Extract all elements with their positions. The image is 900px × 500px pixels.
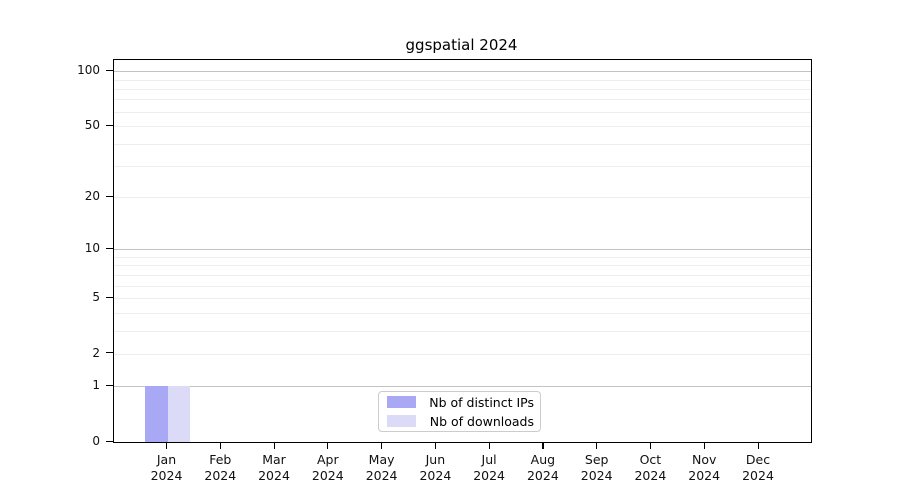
x-axis-tick-label: Dec 2024 [742, 452, 774, 483]
gridline-minor [114, 274, 811, 276]
y-axis-tick-label: 0 [92, 434, 100, 448]
x-axis-tick-label: Apr 2024 [311, 452, 344, 483]
x-axis-tick-label: Mar 2024 [258, 452, 290, 483]
x-axis-tick-label: Aug 2024 [526, 452, 559, 483]
y-axis-tick [106, 247, 113, 249]
legend-label-distinct-ips: Nb of distinct IPs [429, 394, 534, 410]
legend-row-downloads: Nb of downloads [385, 413, 534, 429]
x-axis-tick [327, 442, 329, 449]
x-axis-tick-label: Jan 2024 [150, 452, 183, 483]
gridline-minor [114, 285, 811, 287]
gridline-minor [114, 111, 811, 113]
y-axis-tick [106, 352, 113, 354]
x-axis-tick-label: Sep 2024 [580, 452, 613, 483]
y-axis-tick [106, 384, 113, 386]
gridline-minor [114, 257, 811, 258]
bar-distinct-ips [145, 386, 168, 442]
x-axis-tick-label: Nov 2024 [688, 452, 721, 483]
y-axis-tick-label: 5 [92, 290, 100, 304]
y-axis-tick-label: 100 [77, 63, 100, 78]
x-axis-tick-label: Feb 2024 [204, 452, 237, 483]
gridline-minor [114, 265, 811, 267]
x-axis-tick [166, 442, 168, 449]
gridline-minor [114, 88, 811, 90]
chart-title: ggspatial 2024 [405, 36, 518, 54]
gridline-major [114, 386, 811, 388]
y-axis-tick-label: 1 [92, 378, 100, 393]
y-axis-tick [106, 296, 113, 298]
gridline-minor [114, 353, 811, 355]
y-axis-tick [106, 69, 113, 71]
legend: Nb of distinct IPs Nb of downloads [378, 391, 541, 432]
x-axis-tick-label: Jul 2024 [473, 452, 505, 483]
y-axis-tick-label: 2 [92, 345, 100, 360]
legend-swatch-downloads-icon [387, 415, 416, 427]
y-axis-tick [106, 124, 113, 126]
x-axis-tick [542, 442, 544, 449]
gridline-minor [114, 79, 811, 81]
x-axis-tick [219, 442, 221, 449]
x-axis-tick [757, 442, 759, 449]
legend-row-distinct-ips: Nb of distinct IPs [385, 394, 534, 410]
y-axis-tick-label: 20 [84, 189, 100, 204]
x-axis-tick-label: May 2024 [365, 452, 398, 483]
x-axis-tick [596, 442, 598, 449]
y-axis-tick [106, 195, 113, 197]
gridline-minor [114, 197, 811, 199]
gridline-minor [114, 330, 811, 332]
x-axis-tick [703, 442, 705, 449]
gridline-minor [114, 99, 811, 101]
gridline-minor [114, 312, 811, 314]
x-axis-tick-label: Oct 2024 [634, 452, 667, 483]
y-axis-tick [106, 440, 113, 442]
gridline-major [114, 249, 811, 251]
plot-area: Nb of distinct IPs Nb of downloads [113, 59, 812, 443]
gridline-minor [114, 143, 811, 145]
x-axis-tick-label: Jun 2024 [419, 452, 452, 483]
gridline-minor [114, 298, 811, 299]
bar-downloads [167, 386, 190, 442]
y-axis-tick-label: 50 [84, 118, 100, 132]
gridline-major [114, 71, 811, 73]
legend-label-downloads: Nb of downloads [429, 413, 534, 429]
gridline-minor [114, 126, 811, 127]
x-axis-tick [649, 442, 652, 449]
x-axis-tick [434, 442, 437, 449]
y-axis-tick-label: 10 [84, 241, 100, 256]
x-axis-tick [381, 442, 383, 449]
gridline-minor [114, 166, 811, 167]
legend-swatch-distinct-ips-icon [387, 396, 416, 408]
x-axis-tick [273, 442, 275, 449]
x-axis-tick [488, 442, 490, 449]
